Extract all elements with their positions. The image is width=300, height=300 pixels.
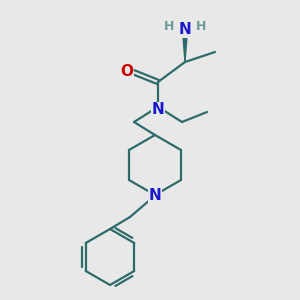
Polygon shape xyxy=(182,30,188,62)
Text: N: N xyxy=(148,188,161,202)
Text: H: H xyxy=(196,20,206,32)
Text: N: N xyxy=(178,22,191,38)
Text: O: O xyxy=(121,64,134,80)
Text: N: N xyxy=(152,103,164,118)
Text: H: H xyxy=(164,20,174,32)
